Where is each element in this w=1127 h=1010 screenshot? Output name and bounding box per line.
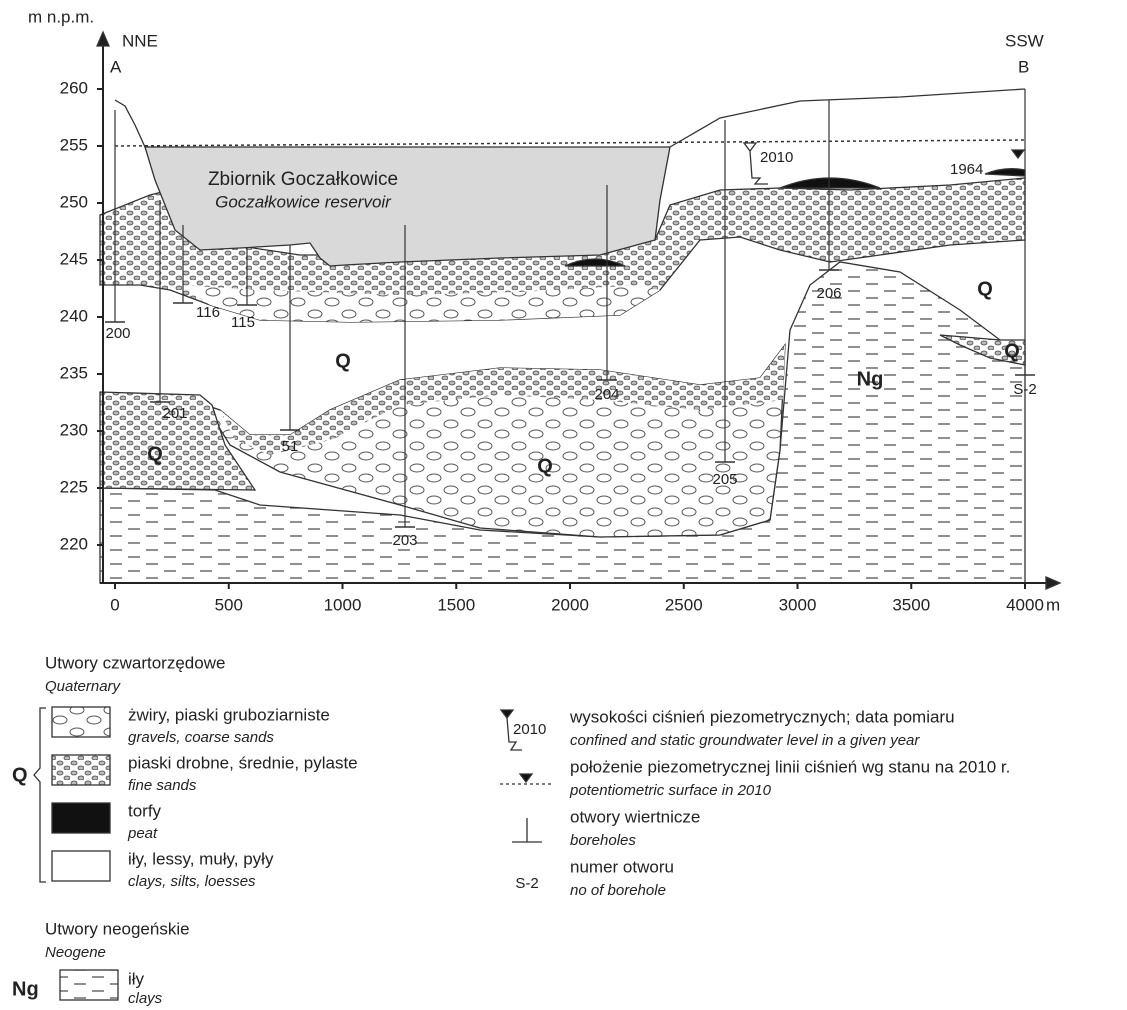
unit-label: Q [1004,340,1020,362]
unit-label: Q [147,443,163,465]
ground-surface [115,89,1025,147]
x-tick-label: 3500 [892,595,930,614]
borehole-number: 116 [196,304,220,321]
borehole-number: 201 [162,405,187,422]
y-tick-label: 230 [60,420,88,439]
unit-label: Q [537,455,553,477]
y-tick-label: 225 [60,477,88,496]
y-arrow [97,32,109,46]
reservoir-name-en: Goczałkowice reservoir [215,192,392,211]
borehole-number: 51 [282,438,299,455]
x-axis-unit: m [1046,595,1060,614]
direction: NNE [122,31,158,50]
legend-sample: S-2 [515,875,538,892]
x-tick-label: 500 [215,595,243,614]
x-tick-label: 1000 [324,595,362,614]
unit-label: Q [977,278,993,300]
legend-heading: Utwory czwartorzędowe [45,653,225,672]
legend-heading-en: Quaternary [45,678,122,695]
y-tick-label: 255 [60,135,88,154]
y-tick-label: 235 [60,363,88,382]
y-tick-label: 240 [60,306,88,325]
borehole-number: 115 [231,314,255,331]
legend-label: żwiry, piaski gruboziarniste [128,705,330,724]
borehole-number: 203 [392,532,417,549]
section-end: B [1018,57,1029,76]
legend-label: piaski drobne, średnie, pylaste [128,753,358,772]
borehole-number: 205 [712,471,737,488]
water-level-symbol [1012,150,1024,158]
borehole-number: S-2 [1013,381,1036,398]
water-year: 2010 [760,149,793,166]
legend-label-en: confined and static groundwater level in… [570,732,920,749]
legend-heading-en: Neogene [45,944,106,961]
legend-swatch [52,803,110,833]
geology [97,32,1060,589]
x-tick-label: 4000 [1006,595,1044,614]
legend-label-en: clays, silts, loesses [128,873,256,890]
brace [34,708,46,882]
peat [780,178,880,188]
y-tick-label: 220 [60,534,88,553]
legend-label-en: no of borehole [570,882,666,899]
legend-label: torfy [128,801,162,820]
legend-swatch [60,970,118,1000]
y-tick-label: 260 [60,78,88,97]
legend-symbol: Q [12,764,28,786]
legend-swatch [52,755,110,785]
legend-label-en: fine sands [128,777,197,794]
peat [985,169,1025,176]
legend-heading: Utwory neogeńskie [45,919,190,938]
legend-symbol: Ng [12,978,39,1000]
section-end: A [110,57,122,76]
legend-label: wysokości ciśnień piezometrycznych; data… [569,707,955,726]
borehole-number: 206 [816,285,841,302]
legend-label-en: potentiometric surface in 2010 [569,782,772,799]
x-tick-label: 2000 [551,595,589,614]
x-arrow [1046,577,1060,589]
legend-label-en: gravels, coarse sands [128,729,274,746]
legend-label: położenie piezometrycznej linii ciśnień … [570,757,1010,776]
legend-label: iły [128,969,145,988]
legend-label: numer otworu [570,857,674,876]
y-axis-title: m n.p.m. [28,7,94,26]
x-tick-label: 0 [110,595,119,614]
legend-label-en: boreholes [570,832,636,849]
y-tick-label: 245 [60,249,88,268]
legend-symbol [501,710,513,718]
legend-label-en: clays [128,990,163,1007]
x-tick-label: 1500 [437,595,475,614]
x-tick-label: 2500 [665,595,703,614]
reservoir-name: Zbiornik Goczałkowice [208,169,398,190]
y-tick-label: 250 [60,192,88,211]
water-year: 1964 [950,161,983,178]
legend-graphics [34,707,552,1000]
legend-swatch [52,851,110,881]
legend-symbol [512,818,542,842]
potentiometric-line [115,140,1025,146]
borehole-number: 200 [105,325,130,342]
x-tick-label: 3000 [779,595,817,614]
unit-label: Q [335,350,351,372]
legend-label-en: peat [127,825,158,842]
direction: SSW [1005,31,1044,50]
cross-section: m n.p.m. 220 225 230 235 240 245 250 255 260 0 500 1… [0,0,1127,1010]
legend-symbol [520,774,532,782]
legend-sample: 2010 [513,721,546,738]
legend-swatch [52,707,110,737]
legend-label: iły, lessy, muły, pyły [128,849,274,868]
unit-label: Ng [857,368,884,390]
borehole-number: 204 [594,386,619,403]
legend-label: otwory wiertnicze [570,807,700,826]
